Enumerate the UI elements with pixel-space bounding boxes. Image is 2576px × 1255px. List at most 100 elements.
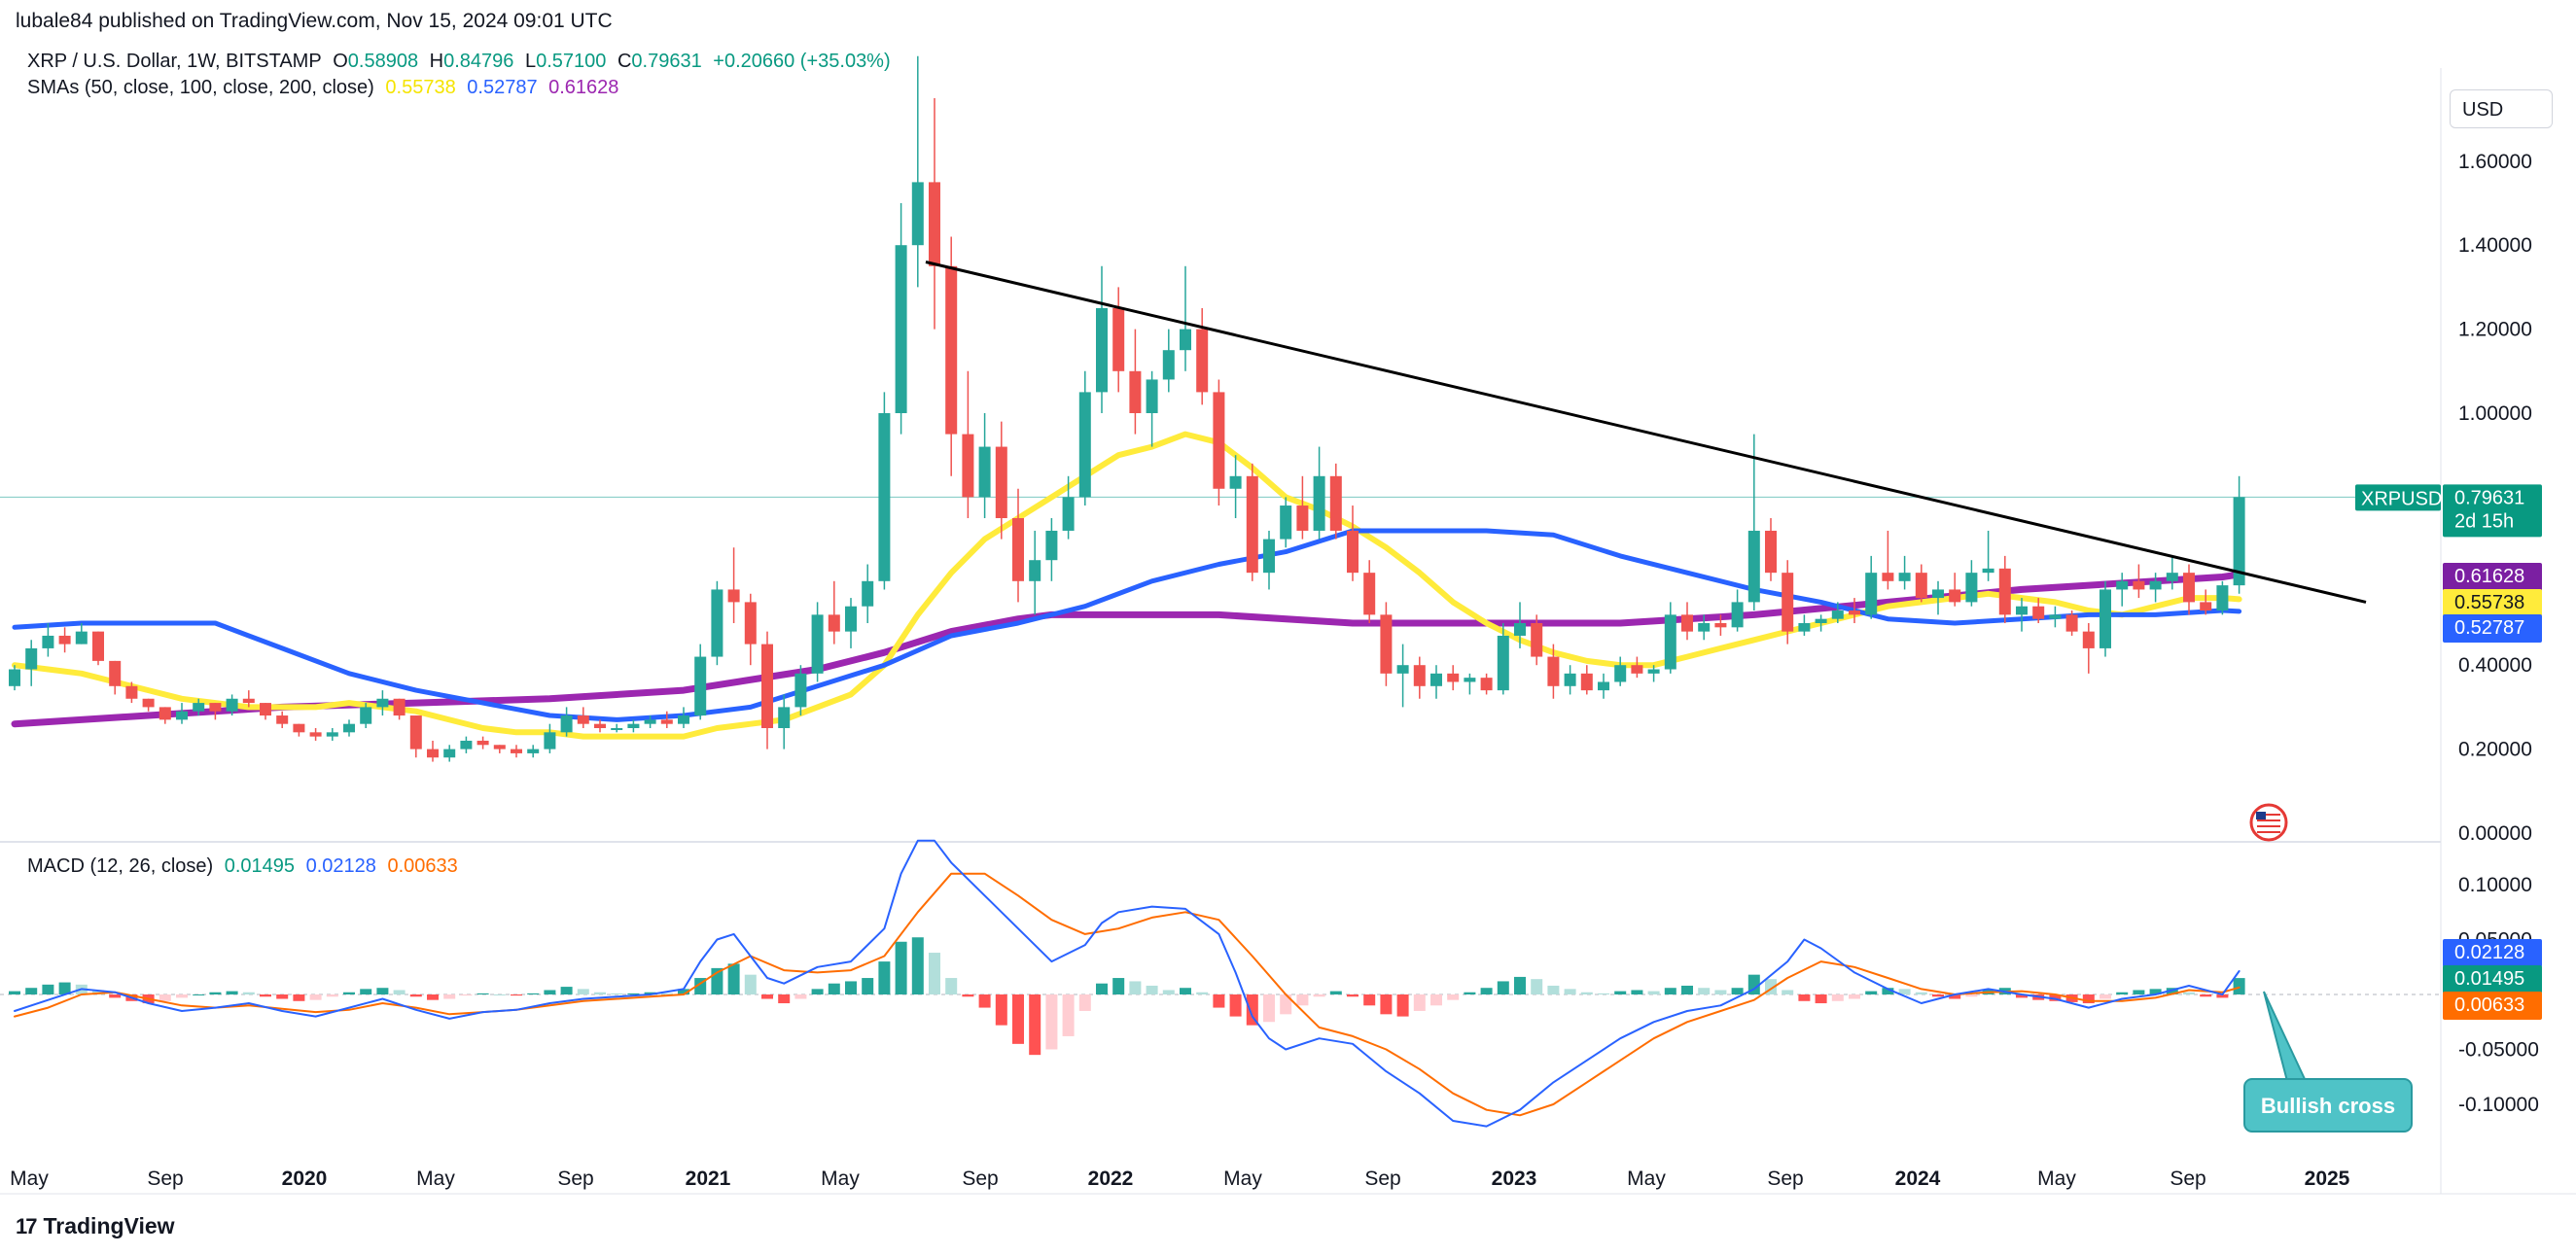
candle [1831,602,1844,623]
macd-bar [862,978,874,994]
macd-bar [1413,994,1426,1011]
currency-button[interactable]: USD [2450,89,2553,128]
macd-bar [1112,978,1125,994]
candle [2065,610,2078,636]
candle-body [694,656,707,716]
macd-bar [1865,991,1878,994]
candle-body [1480,678,1493,691]
macd-bar [1146,985,1158,994]
time-tick-label: May [1223,1168,1262,1190]
candle [260,703,271,720]
candle-body [627,723,640,728]
candle [694,644,707,720]
candle-body [1932,589,1944,599]
candle-body [2133,580,2145,590]
candle [1196,308,1209,405]
macd-bar [995,994,1007,1026]
macd-bar [1531,979,1543,994]
candle-body [1029,560,1041,581]
candle [1882,530,1894,590]
macd-bar [678,989,689,994]
macd-bar [2149,989,2162,994]
candle-body [1731,602,1744,628]
candle [2016,598,2028,632]
candle-body [42,635,54,648]
candle-body [1146,379,1158,413]
candle-body [1246,475,1258,574]
time-tick-label: May [416,1168,455,1190]
candle-body [527,749,540,753]
macd-bar [293,994,305,1001]
macd-bar [1246,994,1258,1026]
candle-body [242,698,255,704]
candle [1112,287,1125,393]
candle-body [2049,614,2062,619]
macd-bar [9,991,20,994]
sma50-line [12,431,2242,740]
candle [1849,598,1860,623]
candle-body [2149,580,2162,590]
candle-body [1798,623,1811,632]
candle [460,736,473,753]
candle [1514,602,1526,648]
candle [2116,573,2129,607]
macd-bar [1263,994,1275,1023]
time-tick-label: 2020 [282,1168,328,1190]
candle [761,631,773,750]
sma50-tag: 0.55738 [2443,589,2542,617]
candle-body [1882,573,1894,581]
candle [58,627,71,653]
candle [1413,656,1426,699]
candle-body [945,265,958,435]
candle-body [911,182,924,246]
macd-legend: MACD (12, 26, close) 0.01495 0.02128 0.0… [27,855,464,878]
time-tick-label: Sep [962,1168,998,1190]
macd-bar [1698,988,1711,994]
macd-bar [1631,990,1643,994]
sma50-value: 0.55738 [385,77,456,98]
candle-body [1681,614,1693,632]
candle [2082,623,2095,674]
candle-body [1849,610,1860,615]
macd-bar [42,984,54,994]
candle [493,745,506,753]
candle [2149,573,2162,603]
ohlc-change: +0.20660 (+35.03%) [713,51,891,72]
macd-bar [1514,976,1526,994]
sma100-tag: 0.52787 [2443,614,2542,643]
macd-bar [2016,994,2028,998]
candle-body [1213,392,1225,489]
time-tick-label: Sep [2170,1168,2205,1190]
macd-bar [2133,990,2145,994]
candle-body [226,698,238,712]
candle [109,660,122,695]
candle-body [1782,573,1794,632]
candle [1598,673,1609,699]
candle [778,694,791,750]
candle-body [443,749,456,758]
tradingview-logo[interactable]: 17 TradingView [16,1213,175,1239]
macd-bar [1798,994,1811,1001]
candle [92,631,104,666]
published-header: lubale84 published on TradingView.com, N… [16,10,613,32]
macd-bar [1280,994,1292,1015]
macd-signal-tag-bg [2443,992,2542,1020]
price-tick-label: 0.00000 [2458,822,2532,845]
candle-body [1614,665,1627,682]
candle [1263,530,1275,590]
candle-body [1196,329,1209,393]
candle-body [1112,308,1125,371]
candle-body [828,614,840,632]
macd-bar [242,992,255,994]
candle [1949,573,1961,607]
candle-body [1430,673,1442,686]
candle [1162,329,1175,393]
candle [309,728,322,741]
candle-body [794,673,807,708]
time-tick-label: Sep [147,1168,183,1190]
time-tick-label: Sep [1364,1168,1400,1190]
candle-body [460,740,473,750]
macd-bar [895,941,907,994]
